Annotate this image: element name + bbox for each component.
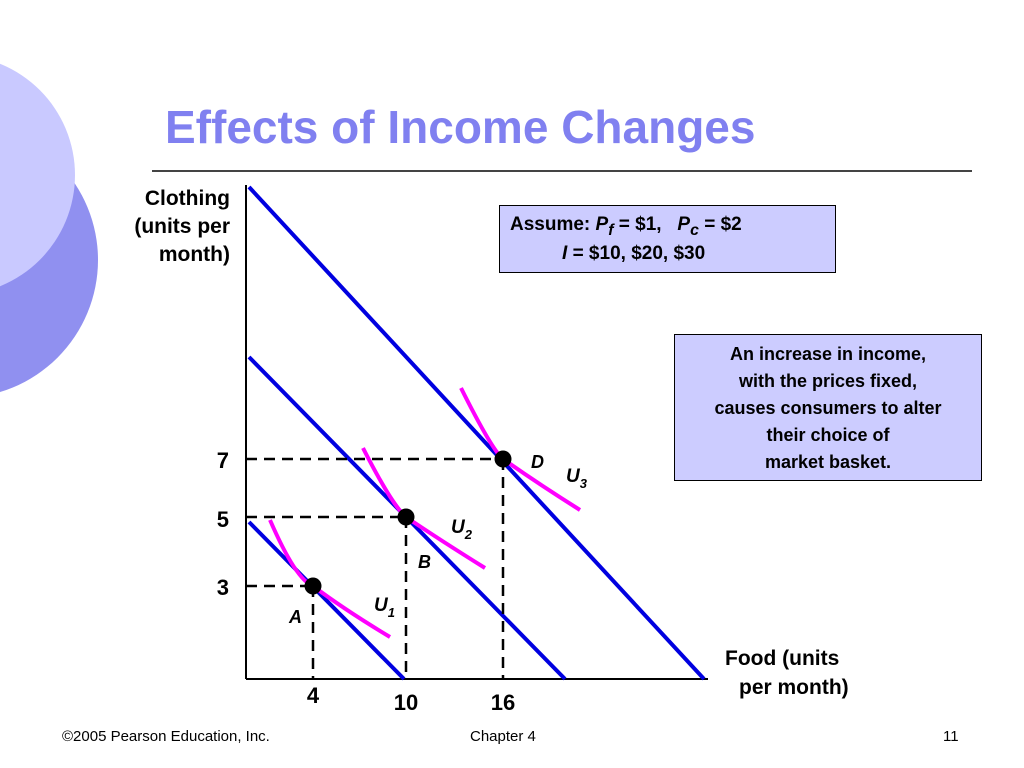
curve-u1-letter: U bbox=[374, 595, 389, 616]
decorative-circles bbox=[0, 63, 98, 393]
explanation-line: with the prices fixed, bbox=[738, 371, 918, 391]
income-values: = $10, $20, $30 bbox=[572, 243, 706, 264]
indifference-curve-1 bbox=[268, 519, 392, 639]
x-tick-16: 16 bbox=[491, 690, 515, 715]
clothing-price-subscript: c bbox=[690, 221, 699, 239]
assumptions-income: I = $10, $20, $30 bbox=[562, 243, 705, 265]
explanation-line: their choice of bbox=[766, 425, 890, 445]
x-axis-label-line: Food (units bbox=[725, 647, 840, 670]
budget-line-1 bbox=[247, 520, 406, 681]
guide-lines bbox=[246, 457, 505, 679]
point-b-marker bbox=[397, 508, 415, 526]
decorative-circle-front bbox=[0, 63, 75, 287]
curve-u3-letter: U bbox=[566, 466, 581, 487]
y-tick-3: 3 bbox=[217, 575, 229, 600]
x-axis-label: Food (units per month) bbox=[725, 644, 885, 702]
curve-u1-label: U1 bbox=[374, 595, 395, 620]
point-a-marker bbox=[304, 577, 322, 595]
income-symbol: I bbox=[562, 243, 568, 264]
x-tick-4: 4 bbox=[307, 683, 320, 708]
y-axis-label-line: (units per bbox=[134, 215, 230, 238]
food-price-symbol: P bbox=[595, 214, 609, 235]
explanation-box: An increase in income, with the prices f… bbox=[674, 334, 982, 481]
curve-u2-letter: U bbox=[451, 517, 466, 538]
curve-u2-subscript: 2 bbox=[464, 527, 473, 542]
assume-word: Assume: bbox=[510, 214, 591, 235]
budget-line-3 bbox=[247, 185, 706, 681]
explanation-line: causes consumers to alter bbox=[714, 398, 942, 418]
assumptions-prices: Assume: Pf = $1, Pc = $2 bbox=[510, 214, 742, 240]
curve-u3-label: U3 bbox=[566, 466, 588, 491]
title-divider bbox=[152, 170, 972, 172]
footer-page-number: 11 bbox=[943, 728, 959, 745]
footer-chapter: Chapter 4 bbox=[470, 728, 536, 745]
y-tick-7: 7 bbox=[217, 448, 229, 473]
curve-u3-subscript: 3 bbox=[580, 476, 588, 491]
assumptions-box: Assume: Pf = $1, Pc = $2 I = $10, $20, $… bbox=[499, 205, 836, 273]
x-tick-10: 10 bbox=[394, 690, 418, 715]
y-axis-label: Clothing (units per month) bbox=[80, 185, 230, 269]
indifference-curve-3 bbox=[459, 387, 582, 512]
y-axis-label-line: Clothing bbox=[144, 187, 230, 210]
clothing-price-symbol: P bbox=[677, 214, 691, 235]
indifference-curve-2 bbox=[361, 447, 487, 570]
curve-u1-subscript: 1 bbox=[388, 605, 395, 620]
x-axis-label-line: per month) bbox=[739, 676, 849, 699]
point-d-label: D bbox=[531, 452, 544, 472]
food-price-value: = $1, bbox=[618, 214, 662, 235]
point-a-label: A bbox=[288, 607, 302, 627]
point-d-marker bbox=[494, 450, 512, 468]
footer-copyright: ©2005 Pearson Education, Inc. bbox=[62, 728, 270, 745]
explanation-line: An increase in income, bbox=[729, 344, 927, 364]
food-price-subscript: f bbox=[608, 221, 614, 239]
y-axis-label-line: month) bbox=[158, 243, 230, 266]
clothing-price-value: = $2 bbox=[704, 214, 742, 235]
y-tick-5: 5 bbox=[217, 507, 229, 532]
point-b-label: B bbox=[418, 552, 431, 572]
slide-title: Effects of Income Changes bbox=[165, 101, 756, 153]
explanation-line: market basket. bbox=[764, 452, 892, 472]
curve-u2-label: U2 bbox=[451, 517, 473, 542]
